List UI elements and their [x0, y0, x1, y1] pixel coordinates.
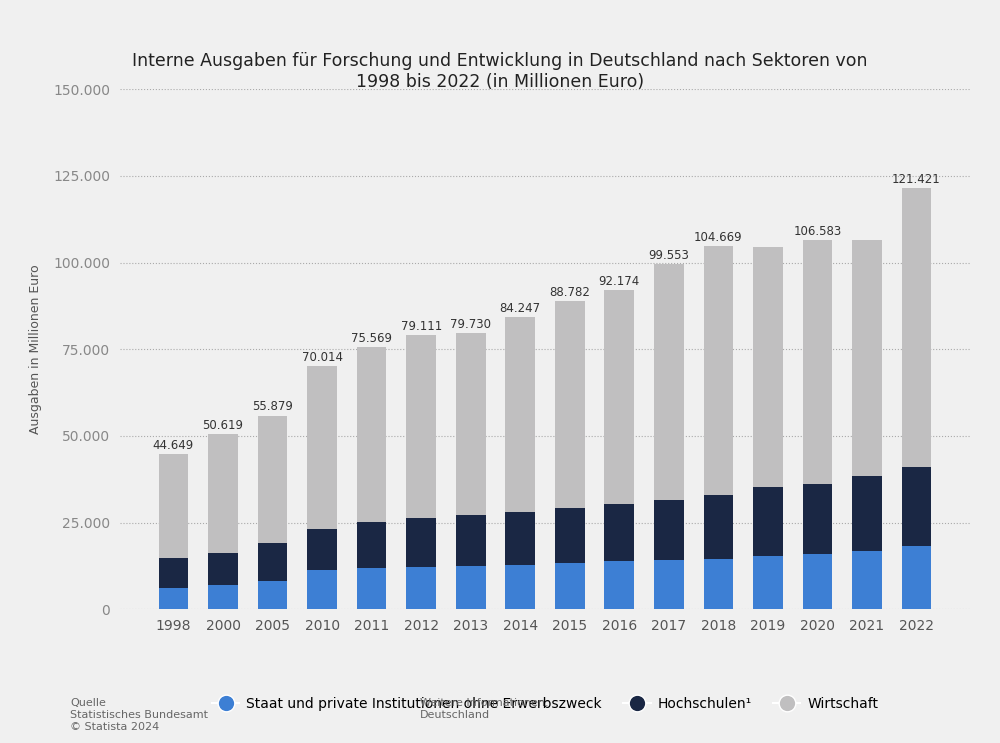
Bar [456, 515, 486, 566]
Bar [258, 543, 287, 581]
Bar [258, 415, 287, 543]
Bar [258, 581, 287, 609]
Bar [654, 500, 684, 560]
Legend: Staat und private Institutionen ohne Erwerbszweck, Hochschulen¹, Wirtschaft: Staat und private Institutionen ohne Erw… [206, 692, 884, 717]
Bar [753, 487, 783, 556]
Text: 50.619: 50.619 [203, 418, 244, 432]
Text: 70.014: 70.014 [302, 351, 343, 364]
Text: 44.649: 44.649 [153, 439, 194, 452]
Text: 92.174: 92.174 [599, 275, 640, 288]
Text: Quelle
Statistisches Bundesamt
© Statista 2024: Quelle Statistisches Bundesamt © Statist… [70, 698, 208, 732]
Bar [852, 476, 882, 551]
Bar [208, 553, 238, 585]
Bar [555, 508, 585, 563]
Bar [357, 568, 386, 609]
Text: 121.421: 121.421 [892, 173, 941, 186]
Bar [654, 560, 684, 609]
Text: 99.553: 99.553 [648, 249, 689, 262]
Bar [307, 571, 337, 609]
Text: 104.669: 104.669 [694, 231, 743, 244]
Bar [307, 529, 337, 571]
Bar [902, 467, 931, 546]
Bar [159, 455, 188, 558]
Bar [505, 565, 535, 609]
Bar [852, 240, 882, 476]
Bar [555, 302, 585, 508]
Bar [406, 335, 436, 518]
Text: Weitere Informationen:
Deutschland: Weitere Informationen: Deutschland [420, 698, 549, 720]
Bar [753, 247, 783, 487]
Text: 79.111: 79.111 [401, 320, 442, 333]
Bar [654, 264, 684, 500]
Bar [852, 551, 882, 609]
Bar [704, 247, 733, 495]
Bar [505, 512, 535, 565]
Bar [208, 434, 238, 553]
Bar [406, 518, 436, 567]
Text: 75.569: 75.569 [351, 332, 392, 345]
Bar [505, 317, 535, 512]
Bar [456, 333, 486, 515]
Bar [604, 561, 634, 609]
Bar [604, 290, 634, 504]
Bar [406, 567, 436, 609]
Bar [555, 563, 585, 609]
Bar [753, 556, 783, 609]
Bar [208, 585, 238, 609]
Bar [803, 554, 832, 609]
Bar [902, 546, 931, 609]
Text: 84.247: 84.247 [500, 302, 541, 315]
Bar [357, 347, 386, 522]
Y-axis label: Ausgaben in Millionen Euro: Ausgaben in Millionen Euro [29, 265, 42, 434]
Bar [604, 504, 634, 561]
Bar [803, 484, 832, 554]
Text: 55.879: 55.879 [252, 400, 293, 413]
Bar [803, 240, 832, 484]
Bar [159, 558, 188, 588]
Text: 106.583: 106.583 [793, 224, 842, 238]
Bar [902, 188, 931, 467]
Text: Interne Ausgaben für Forschung und Entwicklung in Deutschland nach Sektoren von
: Interne Ausgaben für Forschung und Entwi… [132, 52, 868, 91]
Bar [704, 559, 733, 609]
Bar [357, 522, 386, 568]
Bar [159, 588, 188, 609]
Text: 79.730: 79.730 [450, 318, 491, 331]
Bar [704, 495, 733, 559]
Bar [307, 366, 337, 529]
Bar [456, 566, 486, 609]
Text: 88.782: 88.782 [549, 286, 590, 299]
